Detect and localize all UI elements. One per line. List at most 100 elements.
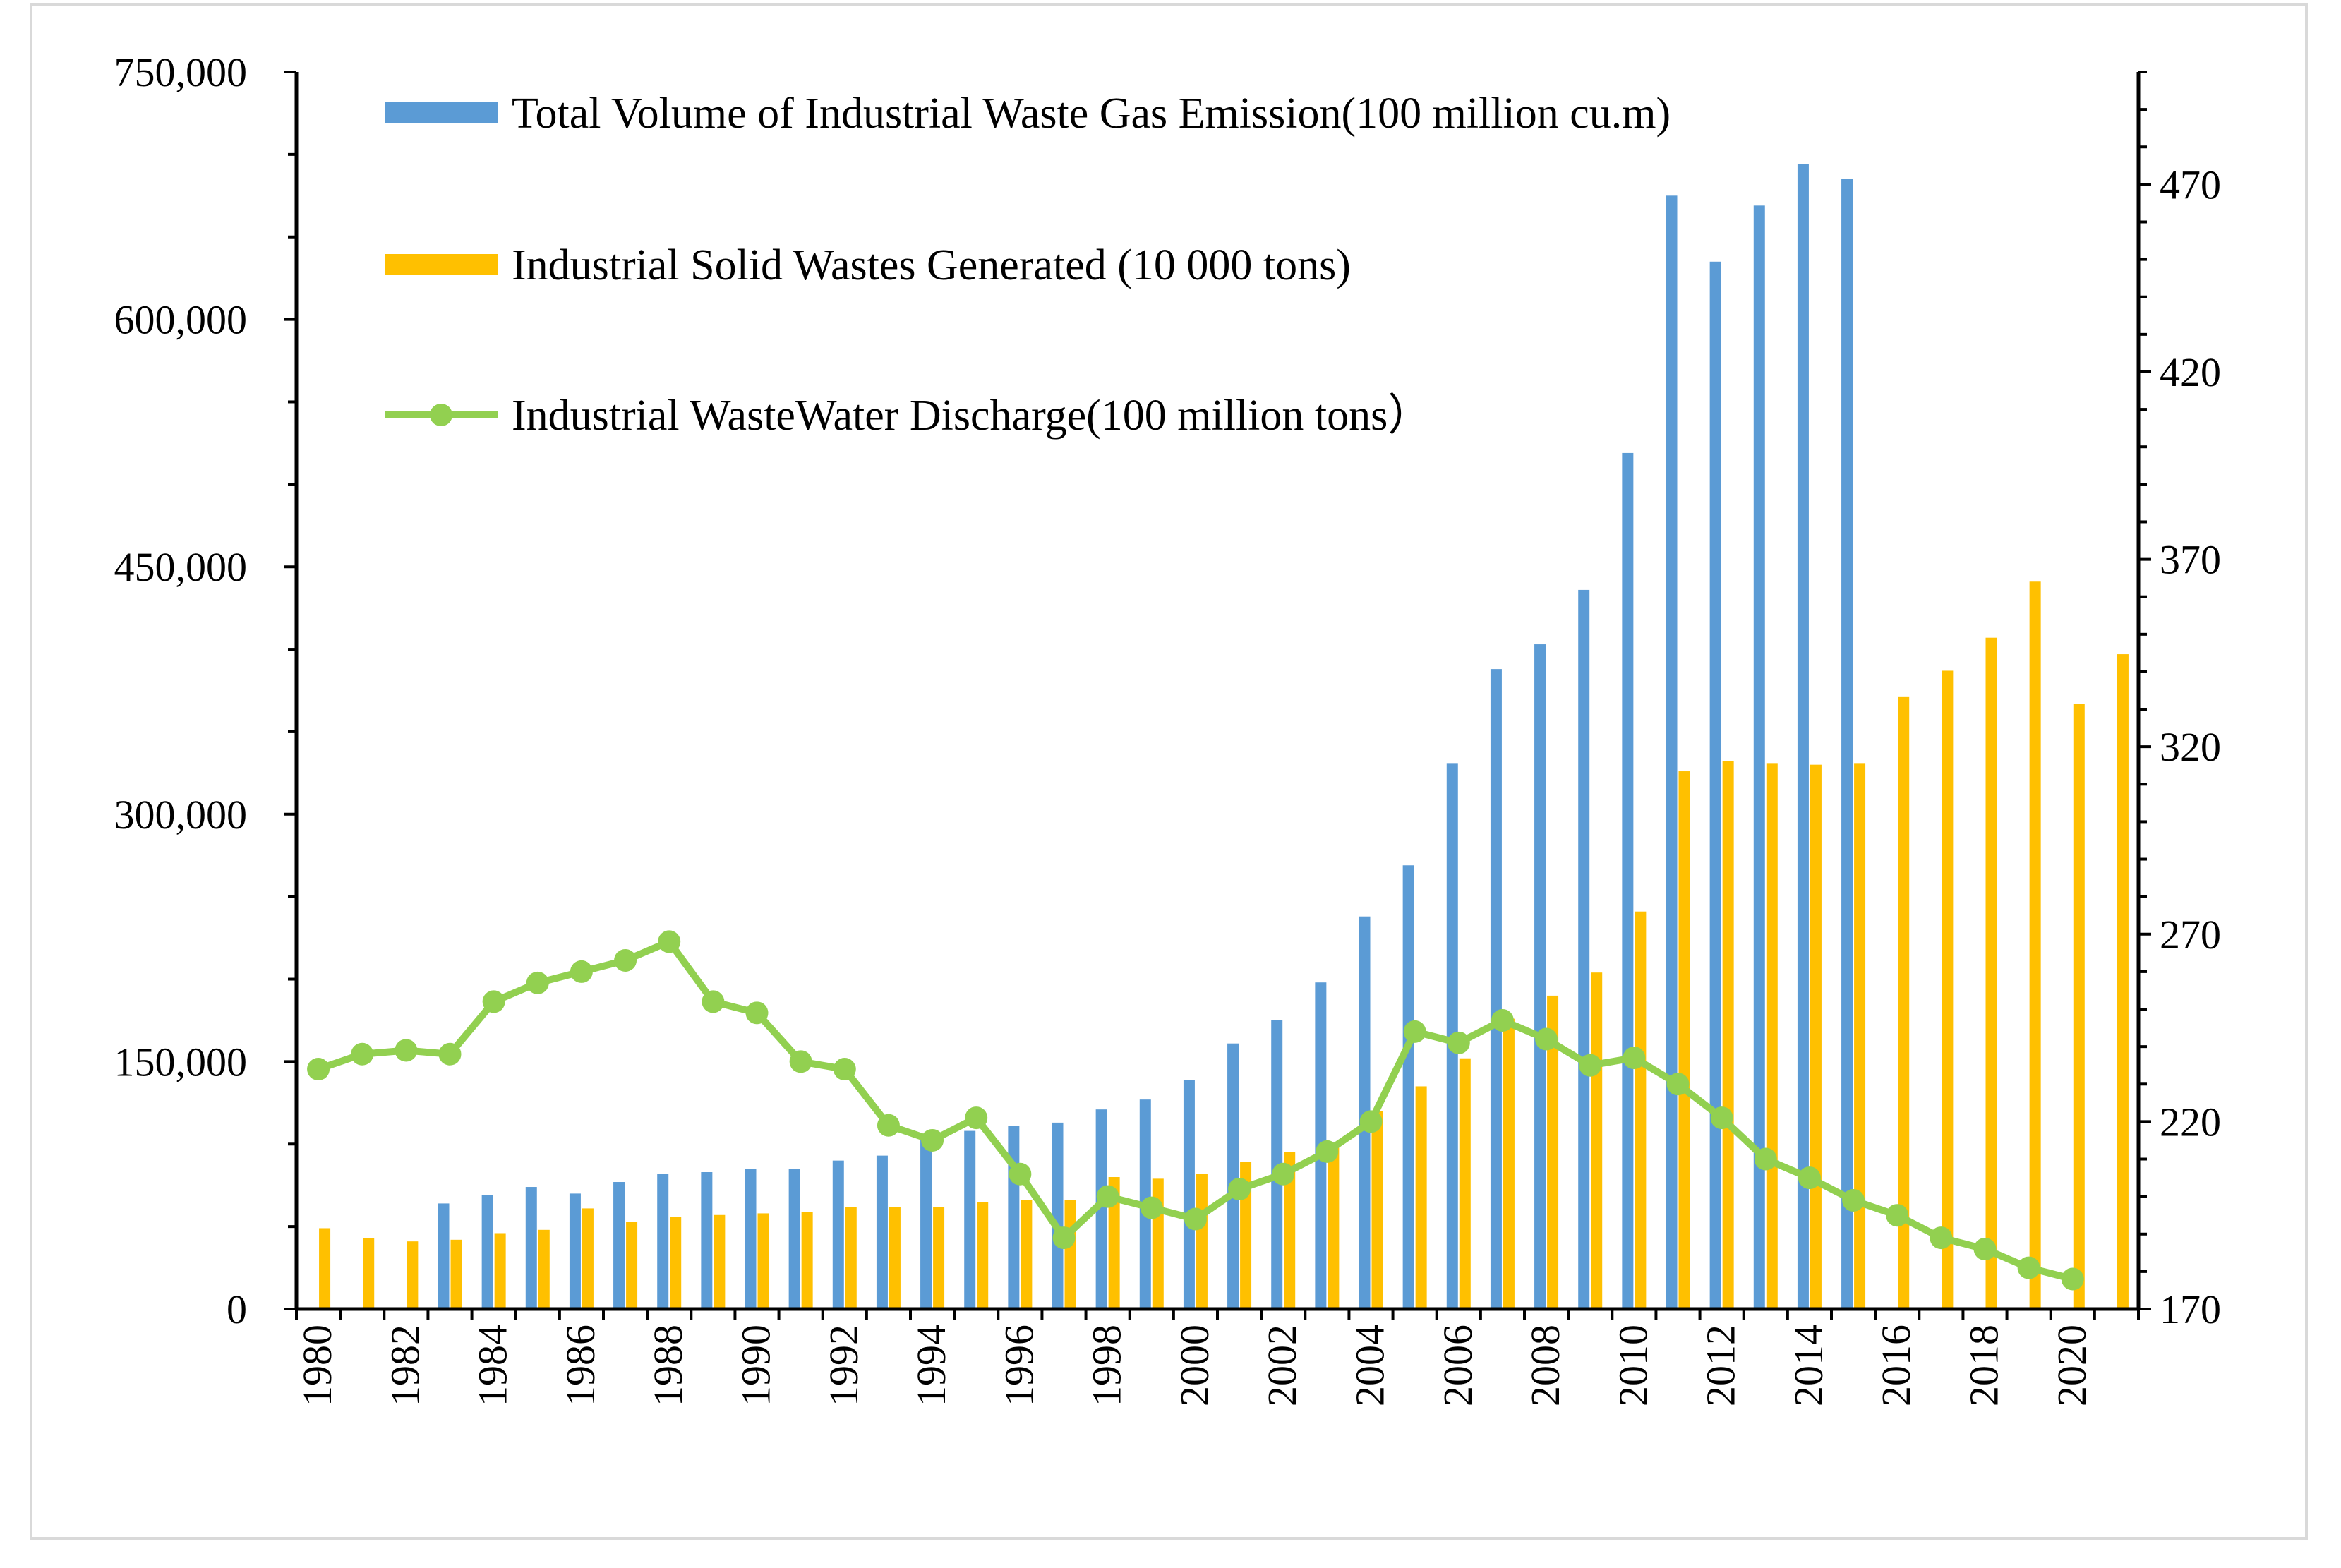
wastewater-point-1984	[482, 990, 505, 1013]
wastewater-point-2010	[1623, 1047, 1646, 1070]
bars-layer	[319, 164, 2129, 1310]
bar-gas-2011	[1666, 195, 1678, 1309]
bar-solid-1991	[801, 1212, 813, 1309]
wastewater-point-1981	[351, 1042, 374, 1066]
left-tick-label: 450,000	[114, 544, 248, 590]
left-tick-label: 150,000	[114, 1039, 248, 1085]
bar-solid-2013	[1766, 763, 1778, 1309]
bar-solid-1997	[1064, 1200, 1076, 1309]
bar-gas-1989	[701, 1172, 713, 1309]
bar-gas-1991	[788, 1169, 800, 1309]
bar-gas-2014	[1797, 164, 1809, 1310]
bar-gas-2008	[1534, 644, 1546, 1309]
bar-solid-2004	[1371, 1111, 1383, 1309]
wastewater-point-2015	[1842, 1188, 1865, 1212]
bar-gas-1986	[569, 1193, 581, 1309]
bar-solid-1982	[407, 1241, 419, 1309]
wastewater-point-2003	[1316, 1140, 1339, 1163]
bar-solid-2019	[2029, 581, 2041, 1309]
bar-gas-1983	[438, 1203, 450, 1309]
bar-gas-1987	[613, 1182, 625, 1309]
x-tick-label-2008: 2008	[1522, 1325, 1568, 1406]
x-tick-label-2006: 2006	[1435, 1325, 1481, 1406]
right-tick-label: 220	[2160, 1099, 2221, 1145]
bar-solid-2020	[2073, 704, 2085, 1309]
x-tick-label-1980: 1980	[294, 1325, 340, 1406]
x-tick-label-1996: 1996	[996, 1325, 1042, 1406]
x-tick-label-1992: 1992	[821, 1325, 867, 1406]
left-tick-label: 750,000	[114, 49, 248, 95]
wastewater-point-2014	[1798, 1166, 1821, 1190]
bar-solid-2018	[1985, 637, 1997, 1309]
legend-wastewater-label: Industrial WasteWater Discharge(100 mill…	[512, 392, 1431, 440]
x-tick-label-2012: 2012	[1698, 1325, 1744, 1406]
bar-gas-2007	[1490, 669, 1502, 1309]
bar-solid-1981	[363, 1238, 375, 1309]
axes-layer: 0 150,000 300,000 450,000 600,000 750,000 170 2…	[114, 49, 2222, 1406]
wastewater-point-1988	[658, 930, 681, 953]
wastewater-point-2005	[1403, 1020, 1426, 1043]
bar-solid-2015	[1854, 763, 1866, 1309]
bar-solid-2012	[1722, 761, 1734, 1309]
legend-solid-swatch	[385, 254, 498, 275]
bar-gas-1996	[1008, 1126, 1020, 1309]
bar-solid-1989	[714, 1214, 726, 1309]
bar-solid-1986	[582, 1208, 594, 1309]
bar-solid-2005	[1415, 1086, 1427, 1309]
bar-gas-2012	[1709, 261, 1721, 1309]
x-tick-label-2002: 2002	[1259, 1325, 1305, 1406]
x-tick-label-1982: 1982	[382, 1325, 428, 1406]
bar-solid-2017	[1942, 670, 1954, 1309]
bar-gas-2000	[1183, 1080, 1195, 1309]
x-tick-label-1990: 1990	[733, 1325, 779, 1406]
wastewater-point-2007	[1491, 1008, 1514, 1032]
right-tick-label: 320	[2160, 724, 2221, 770]
wastewater-point-1986	[570, 960, 593, 983]
x-tick-label-2010: 2010	[1610, 1325, 1656, 1406]
x-tick-label-1998: 1998	[1084, 1325, 1130, 1406]
wastewater-point-2013	[1754, 1147, 1777, 1171]
bar-solid-1994	[933, 1207, 945, 1309]
bar-solid-2007	[1503, 1018, 1515, 1309]
wastewater-point-2012	[1710, 1106, 1733, 1130]
x-tick-label-1984: 1984	[470, 1325, 516, 1406]
left-tick-label: 0	[227, 1286, 247, 1332]
bar-solid-2010	[1635, 911, 1647, 1309]
right-tick-label: 270	[2160, 912, 2221, 958]
wastewater-point-1989	[702, 990, 725, 1013]
wastewater-point-2004	[1359, 1110, 1383, 1133]
wastewater-point-1980	[307, 1058, 330, 1081]
wastewater-point-1985	[526, 971, 549, 994]
bar-gas-1988	[657, 1174, 669, 1309]
line-layer	[307, 930, 2084, 1291]
wastewater-point-1993	[877, 1114, 900, 1137]
wastewater-point-1991	[789, 1050, 812, 1073]
x-tick-label-1986: 1986	[558, 1325, 603, 1406]
left-tick-label: 300,000	[114, 792, 248, 838]
wastewater-point-1982	[395, 1039, 418, 1062]
legend: Total Volume of Industrial Waste Gas Emi…	[385, 90, 1671, 440]
wastewater-point-2001	[1228, 1178, 1251, 1201]
wastewater-point-2009	[1579, 1054, 1602, 1077]
bar-solid-1992	[845, 1207, 857, 1309]
wastewater-point-1983	[438, 1042, 462, 1066]
x-tick-label-1988: 1988	[645, 1325, 691, 1406]
wastewater-point-2008	[1535, 1027, 1558, 1051]
x-tick-label-2020: 2020	[2049, 1325, 2095, 1406]
bar-solid-1995	[977, 1202, 989, 1309]
bar-gas-2005	[1402, 865, 1414, 1309]
left-tick-label: 600,000	[114, 297, 248, 343]
bar-gas-1990	[745, 1169, 757, 1309]
bar-gas-1998	[1095, 1109, 1107, 1309]
bar-solid-1985	[538, 1229, 550, 1309]
right-tick-label: 470	[2160, 162, 2221, 207]
x-tick-label-2018: 2018	[1961, 1325, 2007, 1406]
right-tick-label: 420	[2160, 349, 2221, 395]
x-tick-label-2004: 2004	[1347, 1325, 1393, 1406]
wastewater-point-1994	[921, 1128, 944, 1152]
bar-solid-1990	[757, 1213, 769, 1309]
bar-gas-2001	[1227, 1043, 1239, 1309]
legend-wastewater-marker	[430, 404, 452, 426]
wastewater-point-2000	[1184, 1207, 1207, 1231]
bar-gas-2015	[1841, 179, 1853, 1310]
